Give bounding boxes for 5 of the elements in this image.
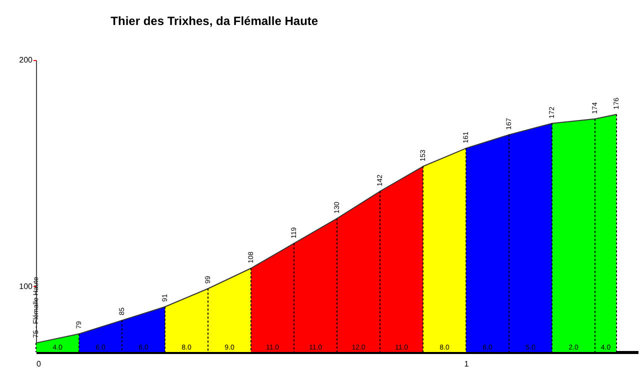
y-tick-label: 200 — [19, 56, 34, 64]
x-tick-label: 0 — [36, 360, 42, 368]
x-tick-label: 1 — [464, 360, 470, 368]
y-tick-label: 100 — [19, 282, 34, 291]
chart-title: Thier des Trixhes, da Flémalle Haute — [110, 14, 318, 28]
